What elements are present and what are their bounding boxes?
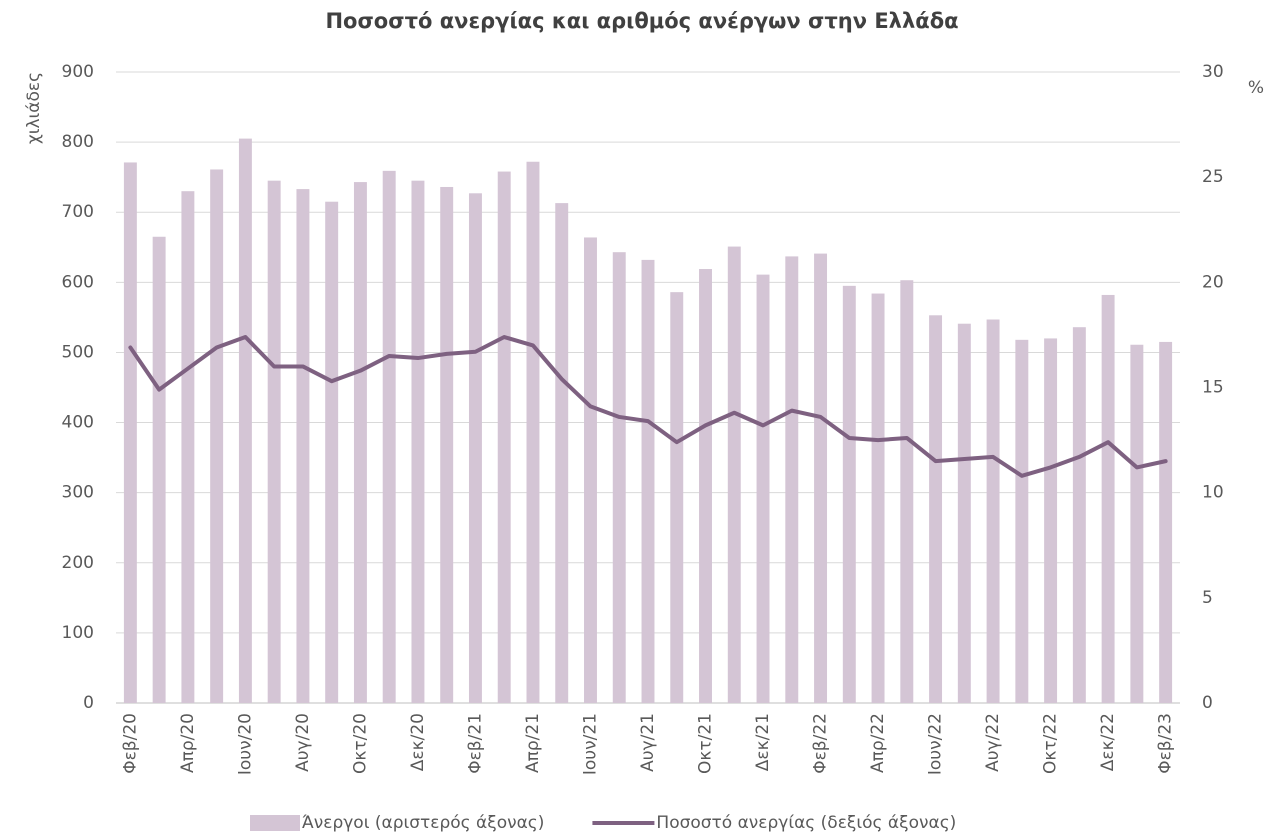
x-tick-label: Δεκ/22	[1098, 713, 1118, 771]
y-tick-label: 900	[62, 62, 94, 82]
x-tick-label: Δεκ/21	[753, 713, 773, 771]
bar	[440, 186, 454, 703]
x-tick-label: Ιουν/22	[926, 713, 946, 775]
bar	[353, 182, 367, 703]
x-tick-label: Αυγ/21	[638, 713, 658, 772]
bar	[210, 169, 224, 703]
y-tick-label: 700	[62, 202, 94, 222]
line	[128, 335, 1168, 478]
bar	[181, 191, 195, 703]
x-tick-label: Αυγ/20	[293, 713, 313, 772]
legend-swatch	[250, 815, 300, 831]
bar	[267, 180, 281, 703]
bar	[152, 236, 166, 703]
bar	[325, 201, 339, 703]
bar	[382, 170, 396, 703]
x-tick-label: Απρ/20	[178, 713, 198, 773]
bar	[957, 323, 971, 703]
bar	[238, 138, 252, 703]
y-tick-label: 600	[62, 272, 94, 292]
x-tick-label: Αυγ/22	[983, 713, 1003, 772]
x-tick-label: Ιουν/21	[580, 713, 600, 775]
bar	[814, 253, 828, 704]
y2-tick-label: 30	[1202, 62, 1224, 82]
bar	[584, 237, 597, 703]
bar	[497, 171, 511, 703]
y2-axis-label: %	[1248, 78, 1264, 98]
y-tick-label: 500	[62, 342, 94, 362]
y-tick-label: 400	[62, 413, 94, 433]
x-tick-label: Απρ/22	[868, 713, 888, 773]
x-tick-label: Φεβ/22	[811, 713, 831, 774]
bar	[468, 193, 482, 703]
y2-tick-label: 5	[1202, 588, 1213, 608]
bar	[1044, 338, 1058, 703]
legend-label: Άνεργοι (αριστερός άξονας)	[302, 813, 544, 833]
bar	[871, 293, 885, 703]
y-axis-label: χιλιάδες	[24, 72, 44, 144]
x-tick-label: Οκτ/22	[1041, 713, 1061, 774]
bar	[670, 292, 684, 703]
bar	[986, 319, 1000, 703]
bar	[842, 285, 856, 703]
bar	[641, 259, 655, 703]
bar	[785, 256, 799, 703]
y-tick-label: 200	[62, 553, 94, 573]
bar	[296, 189, 310, 703]
bar	[727, 246, 741, 703]
bar	[612, 252, 626, 704]
y2-tick-label: 10	[1202, 483, 1224, 503]
x-tick-label: Απρ/21	[523, 713, 543, 773]
bar	[900, 280, 914, 703]
bar	[699, 269, 712, 703]
bar	[756, 274, 770, 703]
chart-title: Ποσοστό ανεργίας και αριθμός ανέργων στη…	[325, 9, 958, 33]
y2-tick-label: 20	[1202, 272, 1224, 292]
x-tick-label: Οκτ/20	[350, 713, 370, 774]
bar	[411, 180, 425, 703]
x-tick-label: Φεβ/21	[465, 713, 485, 774]
bar	[1072, 327, 1086, 703]
bar	[929, 315, 943, 703]
bar	[526, 161, 540, 704]
y2-tick-label: 15	[1202, 378, 1224, 398]
bar	[1159, 341, 1173, 703]
y2-tick-label: 25	[1202, 167, 1224, 187]
y2-tick-label: 0	[1202, 693, 1213, 713]
bar	[1101, 294, 1115, 703]
y-tick-label: 0	[83, 693, 94, 713]
bar	[1130, 344, 1144, 703]
bar	[1015, 339, 1029, 703]
bar	[123, 162, 137, 703]
x-tick-label: Δεκ/20	[408, 713, 428, 771]
x-tick-label: Φεβ/23	[1156, 713, 1176, 774]
x-tick-label: Φεβ/20	[120, 713, 140, 774]
x-tick-label: Οκτ/21	[696, 713, 716, 774]
y-tick-label: 300	[62, 483, 94, 503]
y-tick-label: 100	[62, 623, 94, 643]
y-tick-label: 800	[62, 132, 94, 152]
bar	[555, 203, 569, 703]
x-tick-label: Ιουν/20	[235, 713, 255, 775]
legend-label: Ποσοστό ανεργίας (δεξιός άξονας)	[656, 813, 956, 833]
